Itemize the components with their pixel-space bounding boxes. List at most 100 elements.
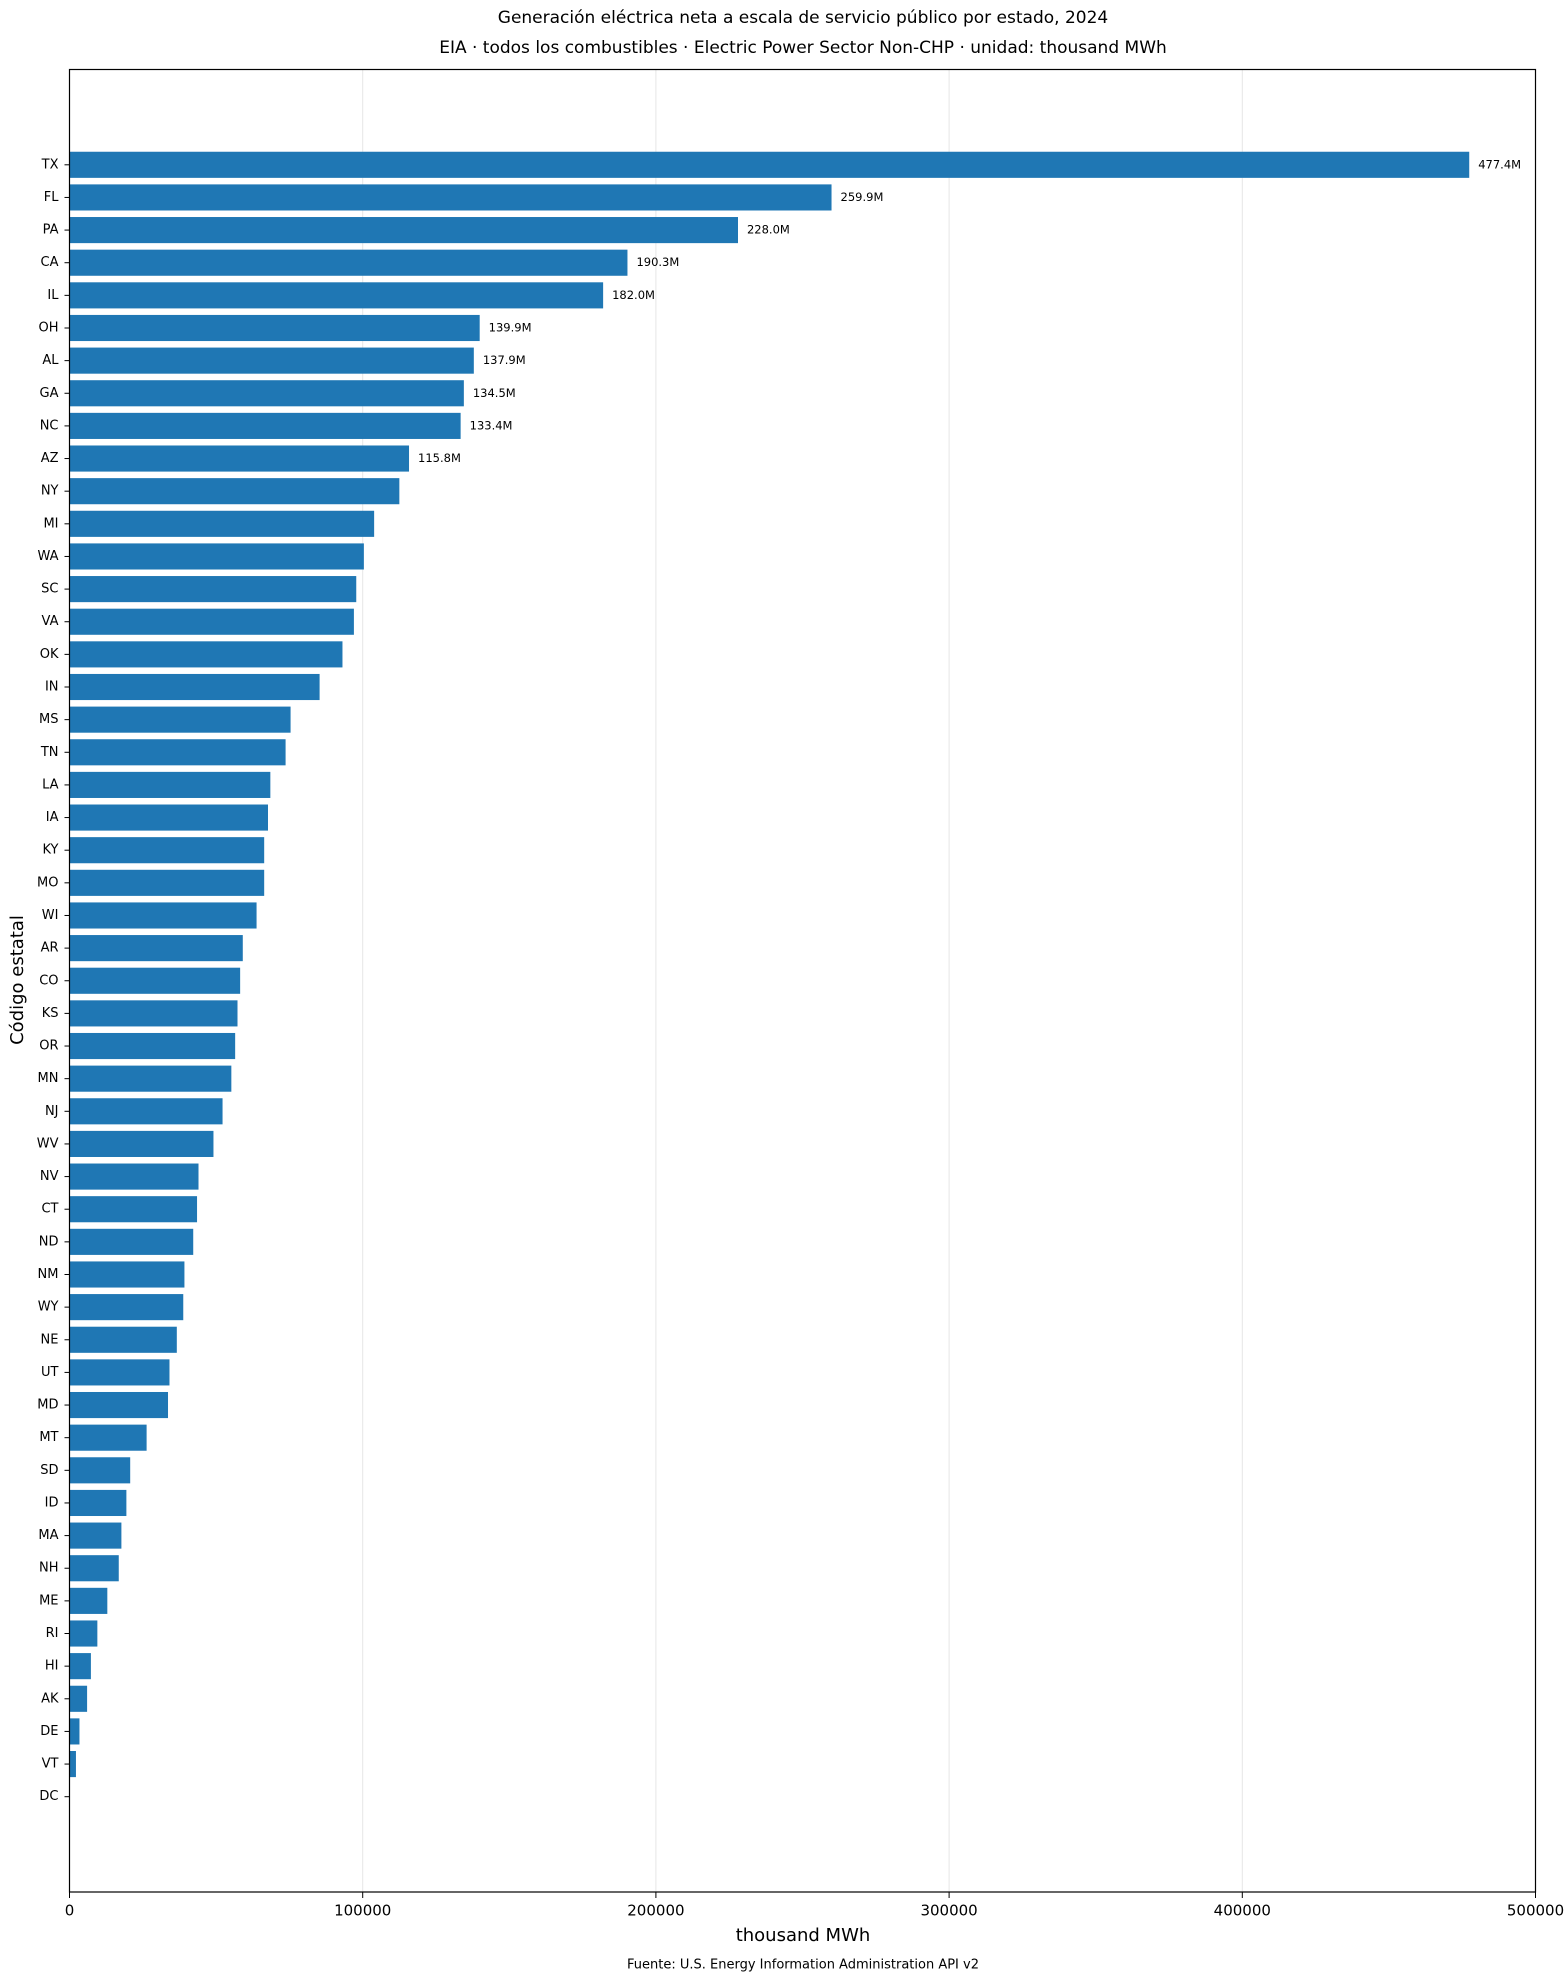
bar — [69, 1261, 185, 1288]
bar — [69, 1228, 194, 1255]
bar — [69, 1163, 199, 1190]
bar — [69, 412, 461, 439]
bar — [69, 1391, 169, 1419]
value-label: 477.4M — [1478, 157, 1521, 171]
bar — [69, 576, 357, 603]
bar — [69, 869, 265, 896]
x-tick-label: 300000 — [920, 1902, 977, 1920]
y-tick-label: NC — [40, 418, 59, 433]
y-tick-label: KS — [42, 1006, 59, 1021]
y-tick-label: NH — [39, 1561, 59, 1576]
y-tick-label: CT — [41, 1202, 58, 1217]
y-tick-label: MO — [37, 875, 58, 890]
bar — [69, 1489, 127, 1517]
y-tick-label: IN — [45, 680, 59, 695]
bar — [69, 902, 257, 929]
bar — [69, 249, 628, 276]
bar — [69, 217, 738, 244]
y-tick-label: OR — [39, 1039, 58, 1054]
bar — [69, 510, 375, 537]
y-tick-label: WV — [37, 1136, 59, 1151]
y-tick-label: OH — [38, 320, 58, 335]
y-tick-label: TN — [40, 745, 59, 760]
bar — [69, 771, 271, 798]
y-tick-label: HI — [45, 1659, 59, 1674]
y-tick-label: WA — [37, 549, 58, 564]
y-tick-label: NE — [41, 1332, 59, 1347]
y-tick-label: MS — [39, 712, 58, 727]
y-tick-label: SD — [40, 1463, 58, 1478]
y-tick-label: RI — [46, 1626, 59, 1641]
value-label: 137.9M — [483, 353, 526, 367]
bar — [69, 543, 364, 570]
bar — [69, 1685, 88, 1712]
y-tick-label: IA — [46, 810, 59, 825]
bar — [69, 1326, 177, 1353]
value-label: 259.9M — [841, 190, 884, 204]
y-tick-label: DC — [39, 1789, 58, 1804]
bar — [69, 967, 241, 994]
value-label: 115.8M — [418, 451, 461, 465]
bar — [69, 314, 480, 342]
bar — [69, 282, 604, 309]
bar — [69, 706, 291, 733]
plot-frame — [68, 68, 1537, 1893]
bar — [69, 1522, 122, 1549]
y-tick-label: CO — [39, 973, 58, 988]
bar — [69, 673, 320, 701]
value-label: 182.0M — [612, 288, 655, 302]
bar — [69, 935, 243, 962]
x-tick-label: 500000 — [1507, 1902, 1564, 1920]
value-label: 139.9M — [489, 320, 532, 334]
bar — [69, 445, 410, 472]
y-axis-label: Código estatal — [7, 915, 28, 1045]
y-tick-label: VT — [42, 1757, 59, 1772]
y-tick-label: GA — [40, 386, 59, 401]
y-tick-label: TX — [41, 157, 59, 172]
chart-title: Generación eléctrica neta a escala de se… — [498, 8, 1108, 28]
y-tick-label: AR — [41, 941, 59, 956]
y-tick-label: WY — [38, 1300, 59, 1315]
y-tick-label: FL — [44, 190, 59, 205]
x-axis-label: thousand MWh — [736, 1925, 871, 1946]
y-tick-label: ID — [45, 1495, 59, 1510]
y-tick-label: NM — [38, 1267, 59, 1282]
x-tick-label: 100000 — [334, 1902, 391, 1920]
y-tick-label: WI — [42, 908, 59, 923]
bar — [69, 608, 354, 635]
bar — [69, 1032, 236, 1060]
bar — [69, 380, 464, 407]
value-label: 134.5M — [473, 386, 516, 400]
y-tick-label: LA — [42, 777, 59, 792]
bar — [69, 347, 474, 374]
value-label: 133.4M — [470, 418, 513, 432]
bar — [69, 837, 265, 864]
value-label: 228.0M — [747, 223, 790, 237]
y-tick-label: DE — [40, 1724, 58, 1739]
y-tick-label: AL — [42, 353, 59, 368]
bar — [69, 1130, 214, 1157]
y-tick-label: MN — [38, 1071, 59, 1086]
y-tick-label: NJ — [45, 1104, 59, 1119]
bar — [69, 1424, 147, 1451]
bar — [69, 804, 268, 831]
y-tick-label: UT — [41, 1365, 59, 1380]
source-note: Fuente: U.S. Energy Information Administ… — [627, 1958, 979, 1973]
x-tick-label: 400000 — [1214, 1902, 1271, 1920]
bar — [69, 478, 400, 505]
bar — [69, 1294, 184, 1321]
bar — [69, 1196, 198, 1223]
y-tick-label: NY — [41, 484, 59, 499]
y-tick-label: NV — [40, 1169, 59, 1184]
y-tick-label: AK — [41, 1691, 59, 1706]
value-label: 190.3M — [636, 255, 679, 269]
bar — [69, 1587, 108, 1614]
bar — [69, 1653, 91, 1680]
y-tick-label: OK — [40, 647, 59, 662]
y-tick-label: MD — [37, 1398, 58, 1413]
x-tick-label: 0 — [65, 1902, 75, 1920]
y-tick-label: MI — [43, 516, 58, 531]
y-tick-label: MT — [39, 1430, 58, 1445]
bar — [69, 1457, 131, 1484]
